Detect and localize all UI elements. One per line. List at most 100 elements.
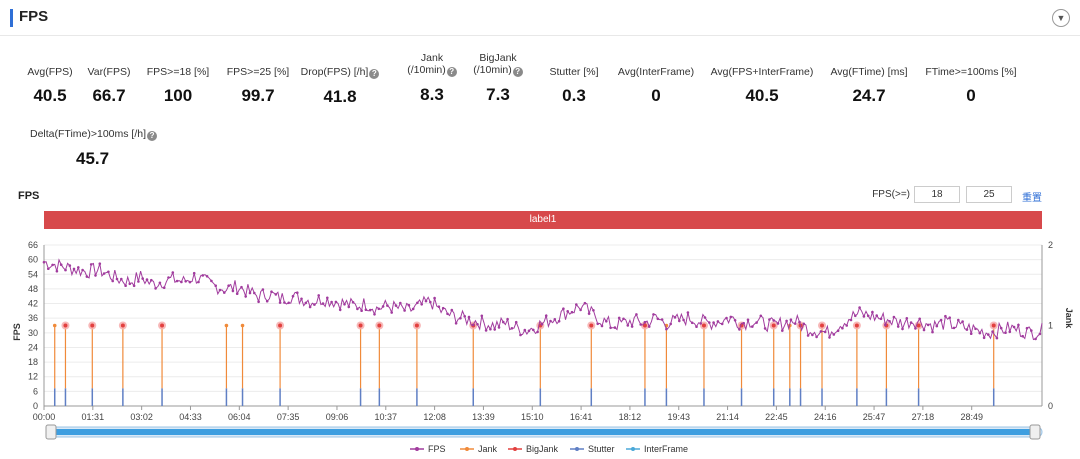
fps-point xyxy=(630,325,634,328)
fps-point xyxy=(377,307,381,311)
fps-point xyxy=(94,274,97,277)
threshold-high-input[interactable] xyxy=(966,186,1012,203)
legend-entry[interactable]: InterFrame xyxy=(644,444,688,454)
fps-point xyxy=(969,332,973,336)
fps-point xyxy=(223,291,226,294)
zoom-handle-left[interactable] xyxy=(45,424,57,440)
fps-point xyxy=(974,327,977,331)
fps-point xyxy=(785,319,788,323)
fps-point xyxy=(394,304,398,307)
legend-entry[interactable]: Stutter xyxy=(588,444,615,454)
fps-point xyxy=(364,308,368,312)
fps-point xyxy=(738,328,741,331)
bigjank-point xyxy=(120,323,125,328)
fps-point xyxy=(914,327,917,330)
fps-point xyxy=(115,277,119,281)
fps-point xyxy=(819,330,823,333)
y2-tick-label: 1 xyxy=(1048,321,1053,331)
help-icon[interactable]: ? xyxy=(147,131,158,141)
fps-point xyxy=(673,316,677,319)
fps-point xyxy=(137,280,140,283)
fps-point xyxy=(205,275,209,278)
fps-point xyxy=(506,317,509,321)
label-band[interactable]: label1 xyxy=(44,211,1042,229)
y-tick-label: 30 xyxy=(28,328,38,338)
fps-point xyxy=(776,322,780,325)
metric-11: FTime>=100ms [%] 0 xyxy=(901,66,1041,106)
fps-line xyxy=(43,258,1043,341)
fps-point xyxy=(836,329,840,333)
fps-point xyxy=(68,264,72,267)
fps-point xyxy=(922,328,926,332)
fps-point xyxy=(381,305,385,308)
fps-point xyxy=(793,322,797,325)
y-tick-label: 0 xyxy=(33,401,38,411)
x-tick-label: 15:10 xyxy=(521,412,544,422)
fps-point xyxy=(429,300,432,304)
help-icon[interactable]: ? xyxy=(369,69,380,79)
fps-point xyxy=(373,313,376,316)
fps-point xyxy=(566,310,569,313)
fps-point xyxy=(1008,330,1012,334)
metric-5: Jank (/10min)? 8.3 xyxy=(362,52,502,105)
section-title: FPS xyxy=(19,8,49,25)
fps-point xyxy=(725,316,728,320)
fps-point xyxy=(802,322,806,326)
fps-point xyxy=(77,266,80,269)
metric-value: 45.7 xyxy=(76,149,110,168)
reset-button[interactable]: 重置 xyxy=(1022,193,1042,204)
fps-point xyxy=(489,327,492,331)
bigjank-point xyxy=(771,323,776,328)
zoom-handle-right[interactable] xyxy=(1029,424,1041,440)
fps-point xyxy=(678,319,681,323)
fps-point xyxy=(497,326,501,329)
x-tick-label: 19:43 xyxy=(667,412,690,422)
fps-point xyxy=(643,320,647,324)
metric-10: Avg(FTime) [ms] 24.7 xyxy=(799,66,939,106)
fps-point xyxy=(180,280,183,284)
legend-entry[interactable]: Jank xyxy=(478,444,498,454)
fps-point xyxy=(982,336,986,340)
x-tick-label: 04:33 xyxy=(179,412,202,422)
fps-point xyxy=(265,299,269,303)
fps-point xyxy=(849,318,853,322)
legend-swatch-dot xyxy=(513,447,517,451)
help-icon[interactable]: ? xyxy=(446,67,457,77)
chevron-down-icon[interactable]: ▼ xyxy=(1052,9,1070,27)
y-axis-label: FPS xyxy=(12,323,22,341)
section-accent-bar xyxy=(10,9,13,27)
fps-point xyxy=(871,310,874,314)
help-icon[interactable]: ? xyxy=(512,67,523,77)
fps-point xyxy=(145,278,149,281)
legend-swatch-dot xyxy=(631,447,635,451)
fps-point xyxy=(811,333,814,337)
fps-point xyxy=(622,317,625,321)
fps-point xyxy=(416,301,419,305)
threshold-low-input[interactable] xyxy=(914,186,960,203)
metric-label: Avg(FPS) xyxy=(27,66,73,78)
metric-label: FPS>=18 [%] xyxy=(146,66,210,78)
fps-point xyxy=(901,327,904,331)
fps-point xyxy=(999,326,1003,330)
bigjank-point xyxy=(414,323,419,328)
fps-point xyxy=(253,291,256,295)
fps-point xyxy=(686,311,690,314)
fps-point xyxy=(841,326,844,330)
y2-tick-label: 2 xyxy=(1048,240,1053,250)
fps-point xyxy=(403,309,406,312)
fps-point xyxy=(751,325,754,328)
metric-label: FPS>=25 [%] xyxy=(226,66,290,78)
fps-point xyxy=(248,291,252,295)
fps-point xyxy=(244,295,247,298)
fps-point xyxy=(467,315,471,319)
fps-point xyxy=(626,324,630,327)
metric-value: 66.7 xyxy=(92,86,126,105)
x-tick-label: 07:35 xyxy=(277,412,300,422)
legend-entry[interactable]: FPS xyxy=(428,444,446,454)
metric-label: FTime>=100ms [%] xyxy=(925,66,1017,78)
fps-point xyxy=(583,301,587,305)
legend-entry[interactable]: BigJank xyxy=(526,444,559,454)
fps-point xyxy=(733,319,737,322)
bigjank-point xyxy=(701,323,706,328)
fps-point xyxy=(343,303,346,306)
